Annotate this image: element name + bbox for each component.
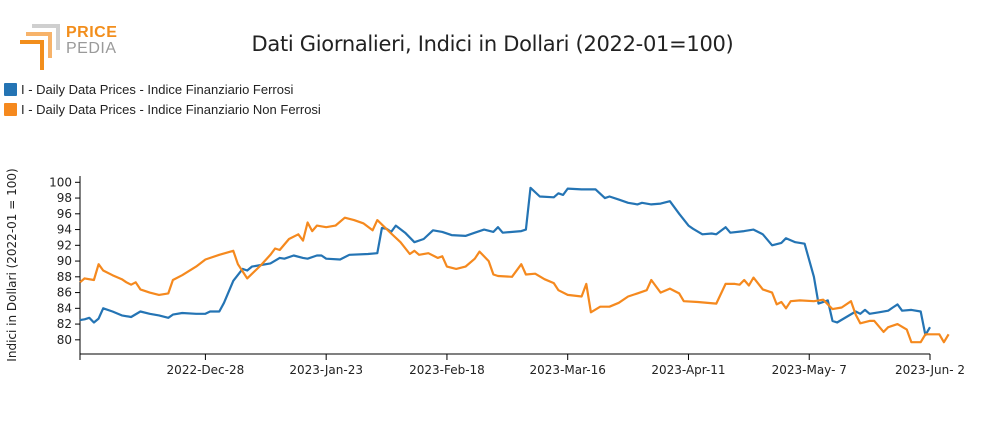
chart-series — [79, 186, 950, 344]
legend-swatch-non-ferrosi — [4, 102, 17, 116]
y-tick-label: 94 — [57, 223, 72, 237]
chart-title: Dati Giornalieri, Indici in Dollari (202… — [251, 32, 734, 56]
y-tick-label: 86 — [57, 286, 72, 300]
logo-text-pedia: PEDIA — [66, 40, 117, 57]
series-line-ferrosi — [79, 186, 931, 337]
x-tick-label: 2022-Dec-28 — [167, 363, 245, 377]
x-tick-label: 2023-May- 7 — [772, 363, 847, 377]
y-tick-label: 96 — [57, 207, 72, 221]
logo-text-price: PRICE — [66, 24, 118, 41]
chart-legend: I - Daily Data Prices - Indice Finanziar… — [4, 79, 321, 119]
x-tick-label: 2023-Jan-23 — [289, 363, 363, 377]
y-tick-label: 98 — [57, 191, 72, 205]
y-tick-label: 88 — [57, 270, 72, 284]
y-tick-label: 90 — [57, 254, 72, 268]
series-line-non-ferrosi — [79, 216, 950, 344]
y-tick-label: 80 — [57, 333, 72, 347]
pricepedia-logo: PRICE PEDIA — [18, 24, 128, 74]
y-axis-title: Indici in Dollari (2022-01 = 100) — [5, 168, 19, 361]
logo-mark-icon — [20, 24, 60, 70]
legend-item-non-ferrosi[interactable]: I - Daily Data Prices - Indice Finanziar… — [4, 99, 321, 119]
legend-label-ferrosi: I - Daily Data Prices - Indice Finanziar… — [21, 81, 294, 97]
y-tick-label: 84 — [57, 301, 72, 315]
legend-swatch-ferrosi — [4, 82, 17, 96]
x-tick-label: 2023-Mar-16 — [530, 363, 606, 377]
legend-label-non-ferrosi: I - Daily Data Prices - Indice Finanziar… — [21, 101, 321, 117]
y-tick-label: 92 — [57, 238, 72, 252]
x-tick-label: 2023-Jun- 2 — [895, 363, 965, 377]
x-tick-label: 2023-Feb-18 — [409, 363, 485, 377]
y-tick-label: 100 — [49, 175, 72, 189]
x-tick-label: 2023-Apr-11 — [651, 363, 725, 377]
legend-item-ferrosi[interactable]: I - Daily Data Prices - Indice Finanziar… — [4, 79, 321, 99]
y-tick-label: 82 — [57, 317, 72, 331]
